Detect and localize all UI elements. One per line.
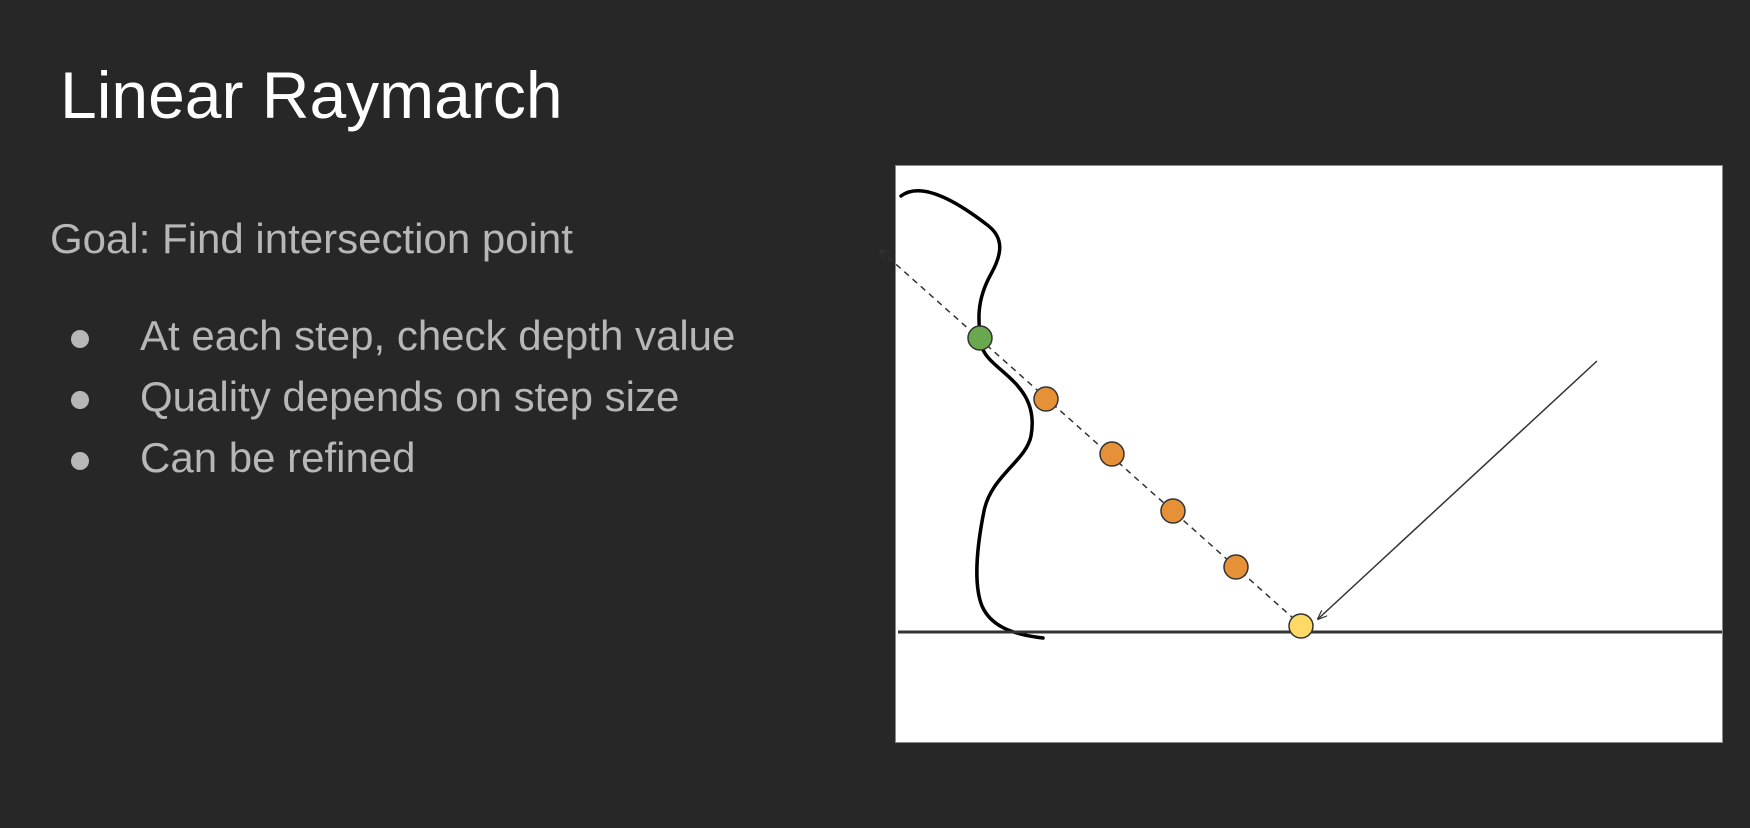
bullet-dot-icon [71,452,89,470]
step-point [1099,441,1125,467]
bullet-text: At each step, check depth value [140,312,736,359]
bullet-text: Can be refined [140,434,416,481]
start-point [1288,613,1314,639]
bullet-text: Quality depends on step size [140,373,680,420]
bullet-dot-icon [71,330,89,348]
goal-text: Goal: Find intersection point [50,215,573,262]
intersection-point [967,325,993,351]
incoming-ray [1318,360,1598,619]
step-point [1160,498,1186,524]
raymarch-diagram [895,165,1723,743]
bullet-dot-icon [71,391,89,409]
surface-curve [899,189,1045,640]
slide-title: Linear Raymarch [60,58,563,132]
step-point [1223,554,1249,580]
raymarch-diagram-svg [896,189,1722,640]
step-point [1033,386,1059,412]
